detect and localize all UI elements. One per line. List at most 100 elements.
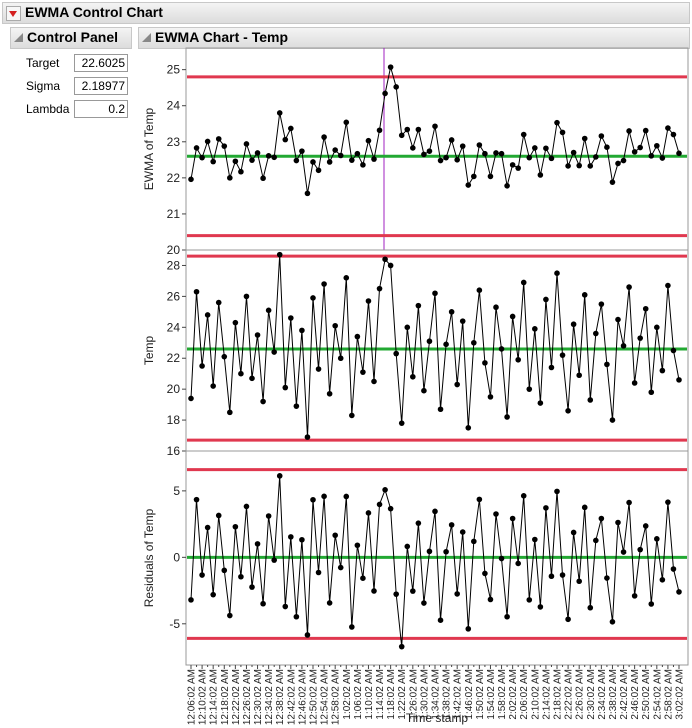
data-point — [543, 145, 549, 152]
x-tick-label: 12:38:02 AM — [275, 669, 286, 725]
data-point — [426, 548, 433, 555]
data-point — [665, 282, 671, 289]
data-point — [509, 515, 516, 522]
control-panel-header[interactable]: Control Panel — [10, 27, 132, 49]
data-point — [559, 352, 566, 358]
data-point — [282, 603, 289, 610]
x-tick-label: 1:14:02 AM — [375, 669, 386, 720]
x-tick-label: 1:46:02 AM — [464, 669, 475, 720]
data-point — [360, 162, 366, 168]
data-point — [404, 543, 411, 550]
data-point — [193, 288, 200, 295]
data-point — [459, 529, 466, 535]
data-point — [315, 366, 322, 372]
data-point — [532, 326, 538, 332]
x-tick-label: 1:18:02 AM — [386, 669, 397, 720]
x-tick-label: 2:06:02 AM — [519, 669, 530, 720]
x-tick-label: 12:58:02 AM — [331, 669, 342, 725]
field-value[interactable]: 0.2 — [74, 100, 128, 118]
data-point — [343, 119, 350, 126]
data-point — [493, 150, 499, 156]
data-point — [654, 142, 660, 149]
field-value[interactable]: 2.18977 — [74, 77, 128, 95]
data-point — [337, 564, 344, 571]
title-bar: EWMA Control Chart — [2, 2, 690, 24]
x-tick-label: 12:22:02 AM — [231, 669, 242, 725]
data-point — [554, 488, 560, 495]
data-point — [642, 127, 649, 134]
y-axis-title: Temp — [142, 336, 156, 366]
data-point — [587, 604, 594, 611]
data-point — [376, 501, 383, 508]
field-label: Sigma — [26, 79, 61, 93]
x-tick-label: 12:42:02 AM — [286, 669, 297, 725]
data-point — [620, 549, 627, 555]
data-point — [448, 137, 455, 143]
data-point — [471, 538, 477, 545]
data-point — [626, 128, 632, 134]
data-point — [398, 420, 405, 426]
data-point — [321, 281, 327, 287]
data-point — [670, 566, 677, 572]
data-point — [382, 256, 388, 263]
field-value[interactable]: 22.6025 — [74, 54, 128, 72]
data-point — [238, 168, 244, 175]
data-point — [215, 512, 222, 519]
x-tick-label: 1:54:02 AM — [486, 669, 497, 720]
data-point — [210, 591, 216, 598]
y-tick-label: 20 — [167, 243, 181, 257]
data-point — [504, 613, 510, 620]
x-tick-label: 2:30:02 AM — [586, 669, 597, 720]
data-point — [393, 84, 399, 90]
data-point — [443, 154, 449, 161]
data-point — [548, 573, 555, 580]
data-point — [432, 290, 438, 297]
data-point — [276, 110, 283, 116]
data-point — [315, 569, 322, 576]
data-point — [199, 572, 205, 578]
data-point — [193, 145, 200, 151]
data-point — [676, 150, 682, 157]
data-point — [604, 575, 610, 581]
x-tick-label: 1:26:02 AM — [408, 669, 419, 720]
data-point — [271, 557, 277, 563]
data-point — [615, 316, 621, 323]
x-tick-label: 1:02:02 AM — [342, 669, 353, 720]
data-point — [581, 135, 588, 142]
data-point — [459, 318, 466, 324]
data-point — [271, 154, 277, 161]
y-tick-label: 20 — [167, 382, 181, 396]
data-point — [587, 163, 594, 169]
data-point — [426, 338, 433, 345]
data-point — [465, 182, 472, 188]
data-point — [349, 624, 355, 630]
data-point — [354, 150, 361, 157]
data-point — [360, 369, 366, 375]
data-point — [282, 384, 289, 391]
data-point — [665, 499, 671, 505]
data-point — [426, 148, 433, 154]
data-point — [509, 162, 516, 168]
data-point — [532, 536, 538, 543]
data-point — [659, 367, 666, 374]
data-point — [598, 301, 605, 307]
menu-icon[interactable] — [6, 6, 21, 21]
x-tick-label: 1:34:02 AM — [431, 669, 442, 720]
x-tick-label: 2:34:02 AM — [597, 669, 608, 720]
x-tick-label: 12:30:02 AM — [253, 669, 264, 725]
data-point — [299, 148, 305, 154]
data-point — [382, 487, 388, 493]
data-point — [642, 305, 649, 312]
y-tick-label: -5 — [169, 617, 180, 631]
data-point — [631, 149, 638, 155]
data-point — [570, 149, 577, 156]
data-point — [615, 160, 621, 167]
data-point — [349, 157, 355, 163]
data-point — [249, 157, 255, 163]
data-point — [498, 346, 505, 352]
data-point — [221, 567, 228, 574]
data-point — [304, 190, 311, 197]
data-point — [631, 593, 638, 599]
data-point — [443, 548, 449, 555]
data-point — [376, 127, 383, 134]
